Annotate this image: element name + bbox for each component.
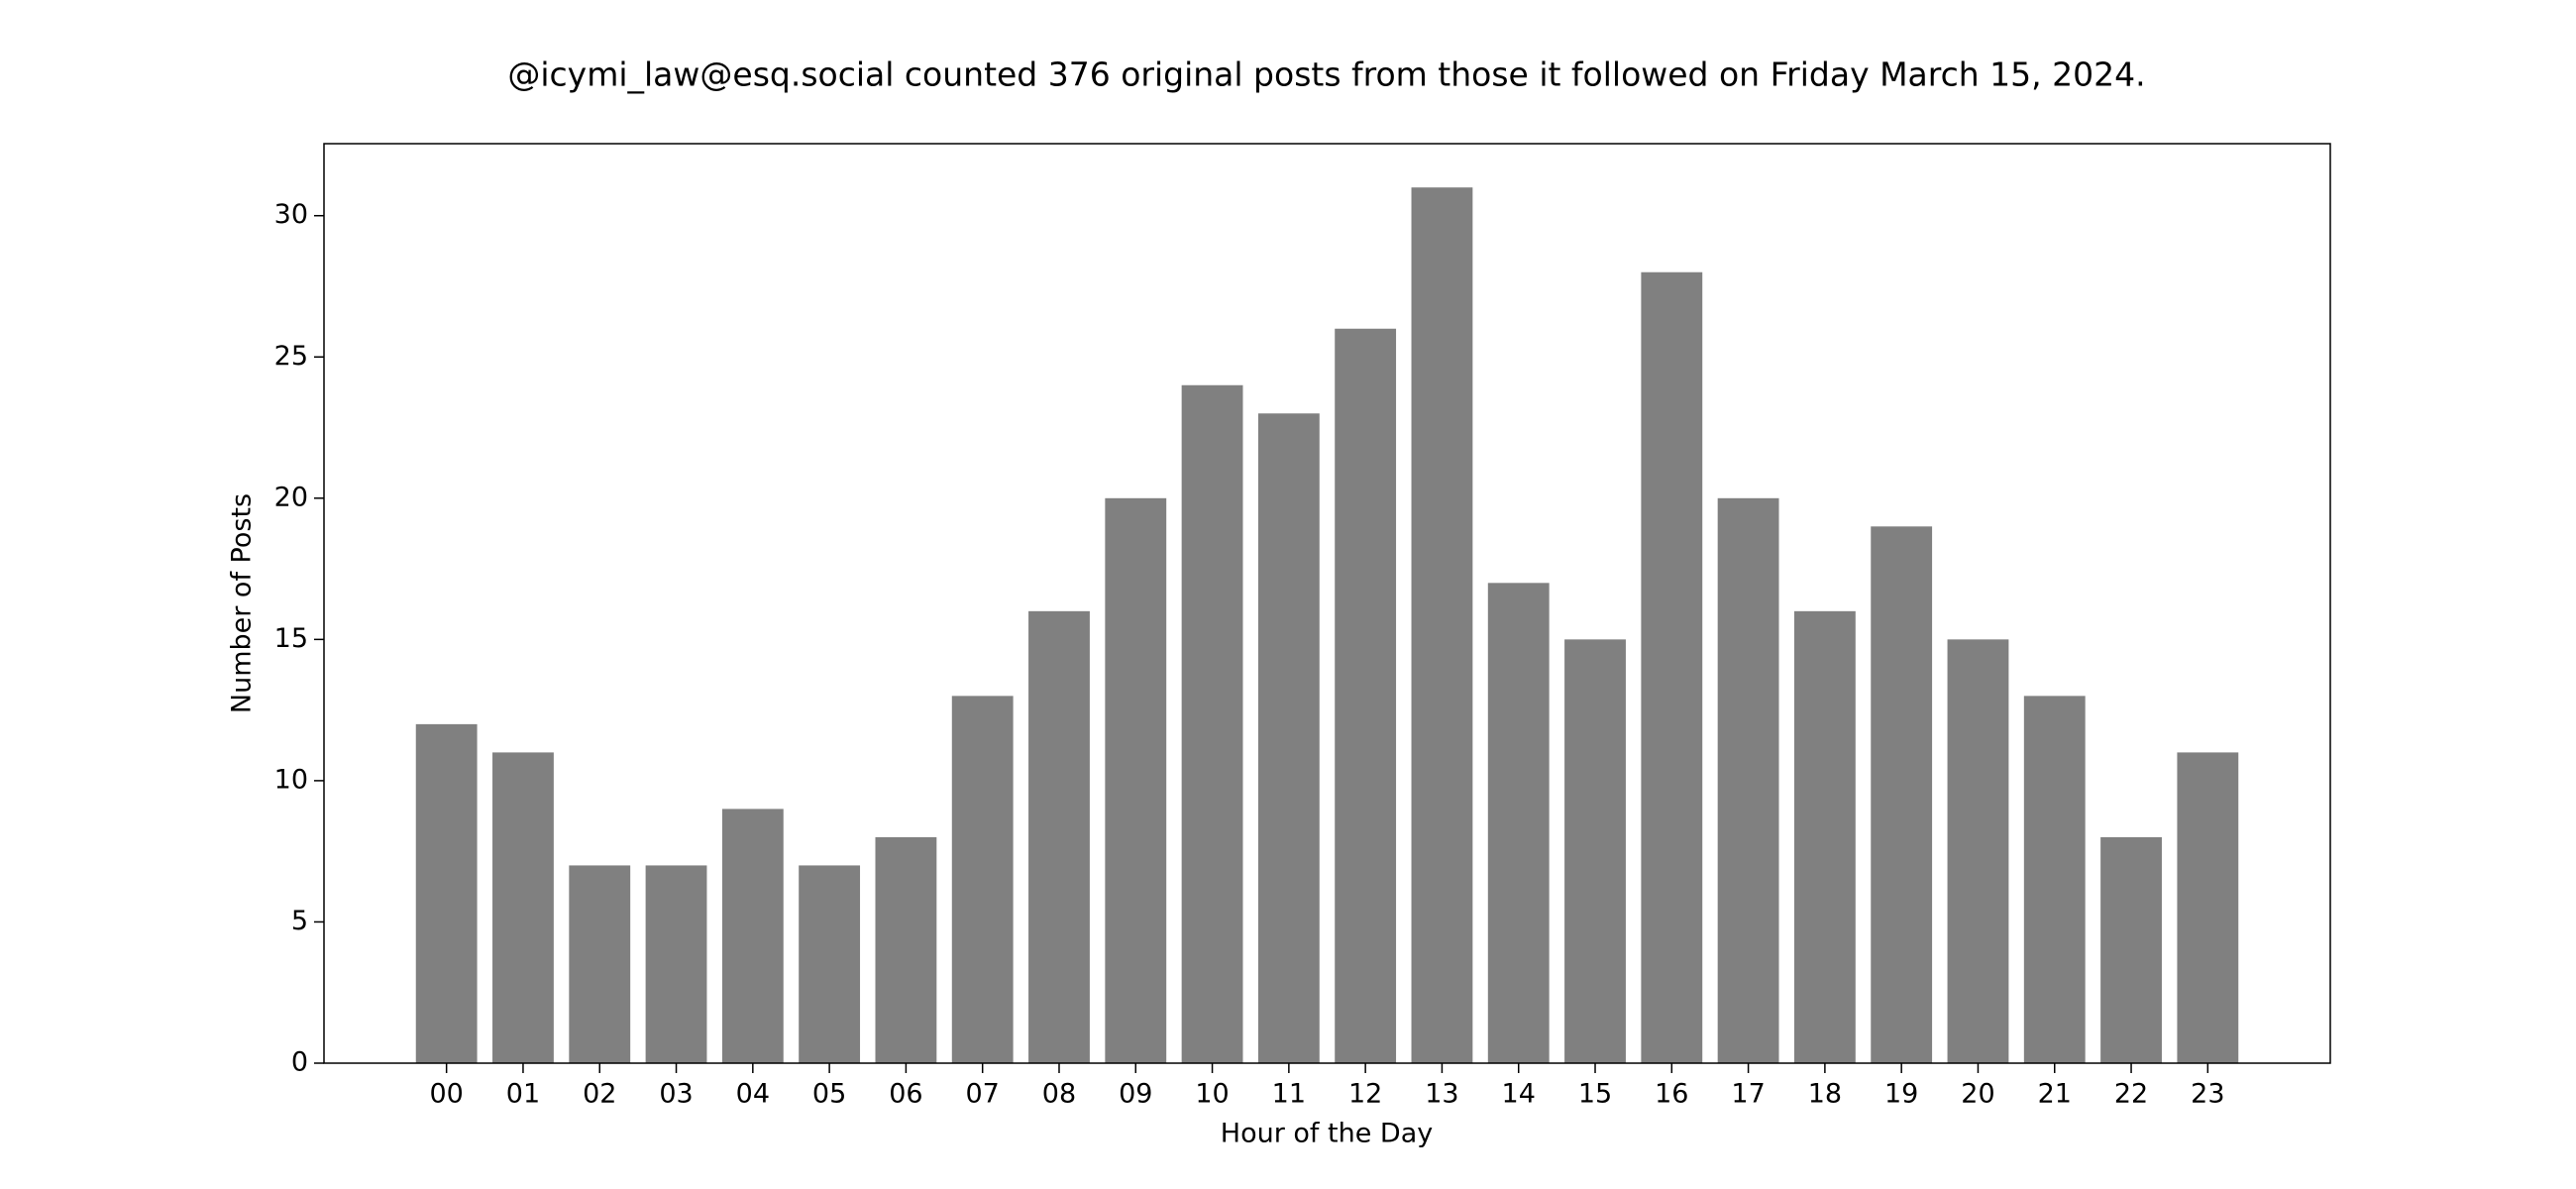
bar: [1564, 639, 1626, 1063]
bar: [1871, 526, 1933, 1063]
bar: [951, 696, 1014, 1063]
x-tick-label: 20: [1961, 1079, 1994, 1110]
x-tick-label: 14: [1502, 1079, 1536, 1110]
x-tick-label: 17: [1731, 1079, 1765, 1110]
bar: [2023, 696, 2086, 1063]
plot-frame: [323, 143, 2331, 1064]
x-tick-label: 09: [1119, 1079, 1152, 1110]
bar: [492, 752, 554, 1063]
x-tick-label: 08: [1042, 1079, 1076, 1110]
x-tick-label: 22: [2114, 1079, 2148, 1110]
bar: [1947, 639, 2009, 1063]
x-tick-label: 21: [2038, 1079, 2072, 1110]
bar: [1181, 384, 1243, 1063]
y-tick-label: 15: [274, 623, 308, 654]
y-tick-label: 0: [291, 1047, 308, 1078]
x-tick-label: 02: [583, 1079, 616, 1110]
bar: [1793, 610, 1856, 1063]
x-tick-label: 10: [1195, 1079, 1229, 1110]
bar: [1487, 583, 1550, 1063]
bar: [875, 836, 937, 1063]
x-tick-label: 16: [1655, 1079, 1688, 1110]
x-tick-label: 04: [736, 1079, 770, 1110]
x-tick-label: 15: [1578, 1079, 1612, 1110]
bar: [1105, 497, 1167, 1063]
bar: [645, 865, 707, 1063]
bar: [1411, 187, 1473, 1063]
bar: [569, 865, 631, 1063]
bar: [2177, 752, 2239, 1063]
chart-title: @icymi_law@esq.social counted 376 origin…: [507, 55, 2145, 94]
x-tick-label: 07: [966, 1079, 1000, 1110]
y-axis-label: Number of Posts: [227, 493, 258, 713]
x-tick-label: 13: [1425, 1079, 1458, 1110]
x-tick-label: 05: [812, 1079, 846, 1110]
x-tick-label: 06: [889, 1079, 922, 1110]
x-tick-label: 12: [1348, 1079, 1382, 1110]
y-tick-label: 30: [274, 199, 308, 230]
y-tick-label: 10: [274, 764, 308, 795]
bar: [1028, 610, 1090, 1063]
y-tick-label: 25: [274, 341, 308, 372]
bar: [1641, 271, 1703, 1063]
x-tick-label: 18: [1808, 1079, 1842, 1110]
bar: [721, 809, 784, 1063]
x-tick-label: 00: [429, 1079, 463, 1110]
bar: [2100, 836, 2162, 1063]
x-tick-label: 03: [659, 1079, 693, 1110]
y-tick-label: 5: [291, 906, 308, 936]
x-tick-label: 11: [1272, 1079, 1306, 1110]
bar: [1717, 497, 1779, 1063]
x-tick-label: 01: [506, 1079, 540, 1110]
x-axis-label: Hour of the Day: [1221, 1119, 1433, 1149]
bar: [415, 723, 478, 1063]
x-tick-label: 23: [2191, 1079, 2224, 1110]
bar: [799, 865, 861, 1063]
y-tick-label: 20: [274, 482, 308, 512]
bar: [1335, 328, 1397, 1064]
bar: [1257, 413, 1320, 1063]
x-tick-label: 19: [1884, 1079, 1918, 1110]
